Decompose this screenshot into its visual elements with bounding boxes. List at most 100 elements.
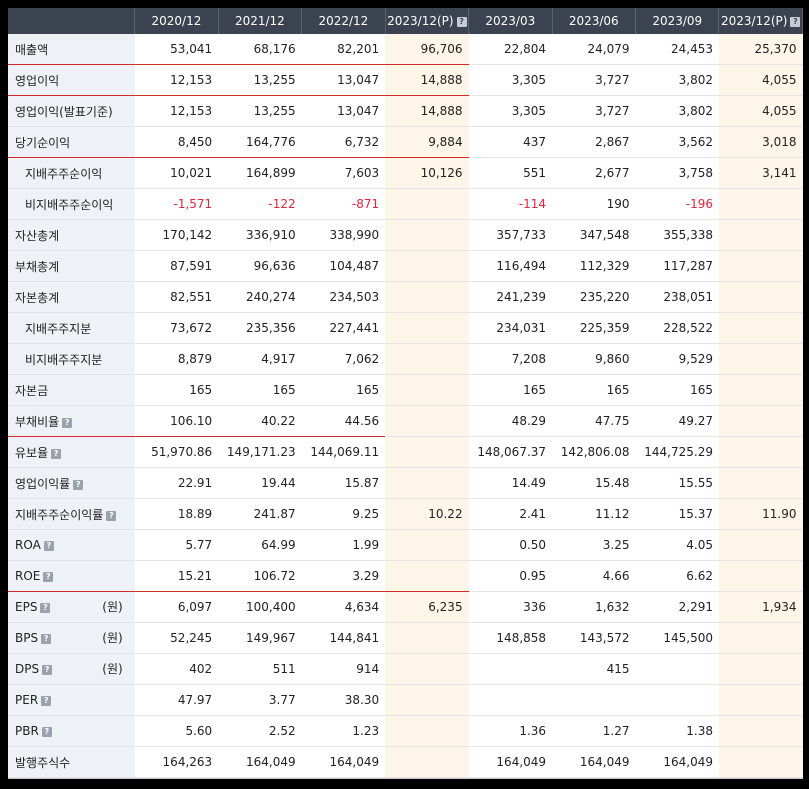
help-icon[interactable]: ? xyxy=(41,696,52,706)
value-cell: 12,153 xyxy=(134,95,219,127)
row-label: 영업이익(발표기준) xyxy=(15,104,113,119)
value-cell xyxy=(385,560,469,592)
row-label: 부채비율 xyxy=(15,414,60,429)
col-header-label: 2022/12 xyxy=(318,14,369,28)
row-label: 영업이익 xyxy=(15,73,60,88)
table-row: 지배주주순이익률? 18.89 241.87 9.25 10.22 2.41 11.12 15… xyxy=(8,498,803,530)
table-row: 자산총계 170,142 336,910 338,990 357,733 347,548 3… xyxy=(8,219,803,251)
row-label-cell: BPS? (원) xyxy=(8,622,135,654)
row-label-cell: 자본총계 xyxy=(8,281,135,313)
value-cell xyxy=(385,715,469,747)
value-cell: -1,571 xyxy=(134,188,219,220)
value-cell xyxy=(718,746,803,778)
value-cell: 11.12 xyxy=(552,498,636,530)
row-label: 영업이익률 xyxy=(15,476,71,491)
value-cell: 228,522 xyxy=(635,312,719,344)
row-label-cell: 영업이익(발표기준) xyxy=(8,95,135,127)
value-cell xyxy=(718,281,803,313)
value-cell xyxy=(635,684,719,716)
row-label-cell: EPS? (원) xyxy=(8,591,135,623)
value-cell: 6.62 xyxy=(635,560,719,592)
table-row: 자본총계 82,551 240,274 234,503 241,239 235,220 23… xyxy=(8,281,803,313)
help-icon[interactable]: ? xyxy=(456,17,467,27)
value-cell: 96,636 xyxy=(218,250,302,282)
row-label: ROA xyxy=(15,538,41,552)
value-cell: 44.56 xyxy=(301,405,386,437)
value-cell: 52,245 xyxy=(134,622,219,654)
value-cell: 4,055 xyxy=(718,64,803,96)
value-cell: 144,069.11 xyxy=(301,436,386,468)
value-cell: 6,732 xyxy=(301,126,386,158)
value-cell: 4,634 xyxy=(301,591,386,623)
table-row: 발행주식수 164,263 164,049 164,049 164,049 164,049… xyxy=(8,746,803,778)
col-header-2023-06: 2023/06 xyxy=(552,8,637,34)
help-icon[interactable]: ? xyxy=(106,510,117,521)
row-label-cell: 비지배주주지분 xyxy=(8,343,135,375)
help-icon[interactable]: ? xyxy=(51,448,62,459)
row-label: 자본총계 xyxy=(15,290,60,305)
row-label: 지배주주순이익률 xyxy=(15,507,104,522)
value-cell: 3,018 xyxy=(718,126,803,158)
col-header-label: 2021/12 xyxy=(234,14,285,28)
help-icon[interactable]: ? xyxy=(790,17,801,27)
table-row: 자본금 165 165 165 165 165 165 xyxy=(8,374,803,406)
row-label: 지배주주지분 xyxy=(25,321,92,336)
value-cell: 1.99 xyxy=(301,529,386,561)
row-label: 매출액 xyxy=(15,42,49,57)
row-unit: (원) xyxy=(102,662,123,676)
value-cell: 238,051 xyxy=(635,281,719,313)
row-label-cell: 매출액 xyxy=(8,34,135,65)
value-cell xyxy=(718,715,803,747)
value-cell: 53,041 xyxy=(134,34,219,65)
table-row: ROA? 5.77 64.99 1.99 0.50 3.25 4.05 xyxy=(8,529,803,561)
value-cell: 2.41 xyxy=(468,498,553,530)
help-icon[interactable]: ? xyxy=(41,634,52,644)
value-cell: 3.29 xyxy=(301,560,386,592)
value-cell: 82,201 xyxy=(301,34,386,65)
value-cell: 2,677 xyxy=(552,157,636,189)
value-cell: 415 xyxy=(552,653,636,685)
value-cell xyxy=(718,188,803,220)
col-header-2023-12p-quarter: 2023/12(P)? xyxy=(718,8,803,34)
value-cell: 164,049 xyxy=(301,746,386,778)
value-cell: 82,551 xyxy=(134,281,219,313)
row-label-cell: 자산총계 xyxy=(8,219,135,251)
value-cell: 165 xyxy=(218,374,302,406)
value-cell: 3,141 xyxy=(718,157,803,189)
value-cell: 73,672 xyxy=(134,312,219,344)
value-cell: 8,450 xyxy=(134,126,219,158)
value-cell xyxy=(385,281,469,313)
value-cell xyxy=(718,622,803,654)
value-cell: 64.99 xyxy=(218,529,302,561)
value-cell: 6,235 xyxy=(385,591,469,623)
value-cell xyxy=(718,684,803,716)
col-header-2023-03: 2023/03 xyxy=(468,8,553,34)
value-cell: 104,487 xyxy=(301,250,386,282)
col-header-label: 2023/03 xyxy=(485,14,536,28)
help-icon[interactable]: ? xyxy=(43,572,54,582)
help-icon[interactable]: ? xyxy=(41,727,52,737)
value-cell: 3,562 xyxy=(635,126,719,158)
value-cell: 15.48 xyxy=(552,467,636,499)
help-icon[interactable]: ? xyxy=(62,417,73,428)
financial-summary-table: 2020/12 2021/12 2022/12 2023/12(P)? 2023… xyxy=(8,8,803,778)
help-icon[interactable]: ? xyxy=(43,541,54,551)
row-label: 발행주식수 xyxy=(15,755,71,770)
value-cell: 1.23 xyxy=(301,715,386,747)
col-header-label: 2023/06 xyxy=(568,14,619,28)
table-row: 부채총계 87,591 96,636 104,487 116,494 112,329 117… xyxy=(8,250,803,282)
col-header-label: 2020/12 xyxy=(151,14,202,28)
value-cell xyxy=(718,560,803,592)
help-icon[interactable]: ? xyxy=(73,479,84,490)
value-cell: 2,867 xyxy=(552,126,636,158)
value-cell: 100,400 xyxy=(218,591,302,623)
value-cell xyxy=(718,467,803,499)
value-cell: 148,858 xyxy=(468,622,553,654)
value-cell: 190 xyxy=(552,188,636,220)
row-label-cell: 지배주주순이익 xyxy=(8,157,135,189)
value-cell xyxy=(468,684,553,716)
value-cell: 9,884 xyxy=(385,126,469,158)
value-cell: 14,888 xyxy=(385,95,469,127)
help-icon[interactable]: ? xyxy=(40,603,51,613)
help-icon[interactable]: ? xyxy=(42,665,53,675)
